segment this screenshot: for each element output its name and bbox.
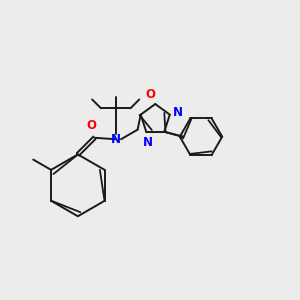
Text: N: N xyxy=(111,133,121,146)
Text: O: O xyxy=(86,119,96,133)
Text: N: N xyxy=(143,136,153,149)
Text: N: N xyxy=(173,106,183,119)
Text: O: O xyxy=(146,88,156,100)
